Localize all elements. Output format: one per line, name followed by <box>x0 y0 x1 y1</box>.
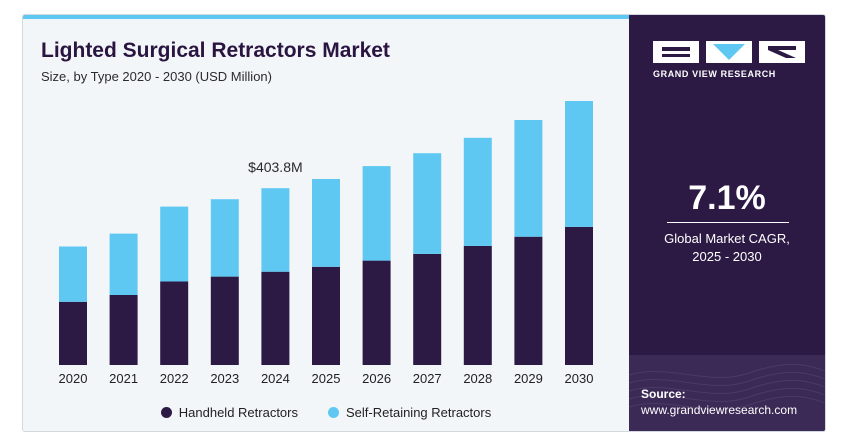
bar-self-retaining-retractors-2025 <box>312 179 340 267</box>
x-tick-label-2029: 2029 <box>514 371 543 386</box>
bar-self-retaining-retractors-2024 <box>261 188 290 272</box>
bar-self-retaining-retractors-2026 <box>362 166 391 261</box>
stacked-bar-chart: 2020 2021 2022 2023 2024 $403.8M 2025 2026 2027 2… <box>59 101 594 386</box>
x-tick-label-2025: 2025 <box>312 371 341 386</box>
brand-name: GRAND VIEW RESEARCH <box>653 69 776 79</box>
bar-handheld-retractors-2021 <box>109 295 138 365</box>
legend-swatch-handheld <box>160 407 172 418</box>
cagr-divider <box>667 222 789 223</box>
x-tick-label-2027: 2027 <box>413 371 442 386</box>
bar-self-retaining-retractors-2029 <box>514 120 543 237</box>
chart-title: Lighted Surgical Retractors Market <box>41 39 390 62</box>
x-tick-label-2026: 2026 <box>362 371 391 386</box>
source-label: Source: <box>641 387 686 401</box>
bar-handheld-retractors-2027 <box>413 253 442 365</box>
cagr-label: Global Market CAGR, 2025 - 2030 <box>629 230 825 266</box>
cagr-label-line-1: Global Market CAGR, <box>664 231 790 246</box>
legend-item-self-retaining: Self-Retaining Retractors <box>328 405 491 420</box>
x-tick-label-2020: 2020 <box>59 371 88 386</box>
bar-handheld-retractors-2020 <box>59 301 87 365</box>
bar-handheld-retractors-2026 <box>362 260 391 365</box>
chart-legend: Handheld Retractors Self-Retaining Retra… <box>23 405 629 420</box>
bar-self-retaining-retractors-2023 <box>210 199 239 277</box>
cagr-label-line-2: 2025 - 2030 <box>692 249 762 264</box>
x-tick-label-2030: 2030 <box>565 371 594 386</box>
bar-handheld-retractors-2022 <box>160 281 189 365</box>
legend-swatch-self-retaining <box>328 407 339 418</box>
bar-handheld-retractors-2024 <box>261 271 290 365</box>
info-panel: GRAND VIEW RESEARCH 7.1% Global Market C… <box>629 15 825 431</box>
bar-self-retaining-retractors-2027 <box>413 153 442 254</box>
legend-label-self-retaining: Self-Retaining Retractors <box>346 405 492 420</box>
bar-handheld-retractors-2030 <box>565 226 593 365</box>
bar-handheld-retractors-2025 <box>312 266 340 365</box>
x-tick-label-2021: 2021 <box>109 371 138 386</box>
source-url: www.grandviewresearch.com <box>641 403 798 417</box>
top-accent-bar <box>23 15 629 19</box>
legend-item-handheld: Handheld Retractors <box>160 405 298 420</box>
bar-self-retaining-retractors-2022 <box>160 206 189 282</box>
x-tick-label-2022: 2022 <box>160 371 189 386</box>
infographic-card: Lighted Surgical Retractors Market Size,… <box>22 14 826 432</box>
legend-label-handheld: Handheld Retractors <box>178 405 298 420</box>
x-tick-label-2024: 2024 <box>261 371 290 386</box>
bar-self-retaining-retractors-2021 <box>109 233 138 295</box>
bar-handheld-retractors-2023 <box>210 276 239 365</box>
source-box: Source: www.grandviewresearch.com <box>629 355 825 431</box>
bar-self-retaining-retractors-2020 <box>59 246 87 302</box>
x-tick-label-2023: 2023 <box>210 371 239 386</box>
cagr-value: 7.1% <box>688 179 766 217</box>
chart-panel: Lighted Surgical Retractors Market Size,… <box>23 19 629 431</box>
chart-subtitle: Size, by Type 2020 - 2030 (USD Million) <box>41 69 272 84</box>
bar-self-retaining-retractors-2030 <box>565 101 593 227</box>
source-text: Source: www.grandviewresearch.com <box>641 386 797 418</box>
wave-pattern-icon <box>629 363 825 411</box>
gvr-logo-icon <box>653 41 805 63</box>
bar-handheld-retractors-2029 <box>514 236 543 365</box>
bar-handheld-retractors-2028 <box>463 245 492 365</box>
bar-self-retaining-retractors-2028 <box>463 137 492 246</box>
data-label-2024: $403.8M <box>248 159 302 175</box>
x-tick-label-2028: 2028 <box>463 371 492 386</box>
brand-logo: GRAND VIEW RESEARCH <box>653 41 805 79</box>
